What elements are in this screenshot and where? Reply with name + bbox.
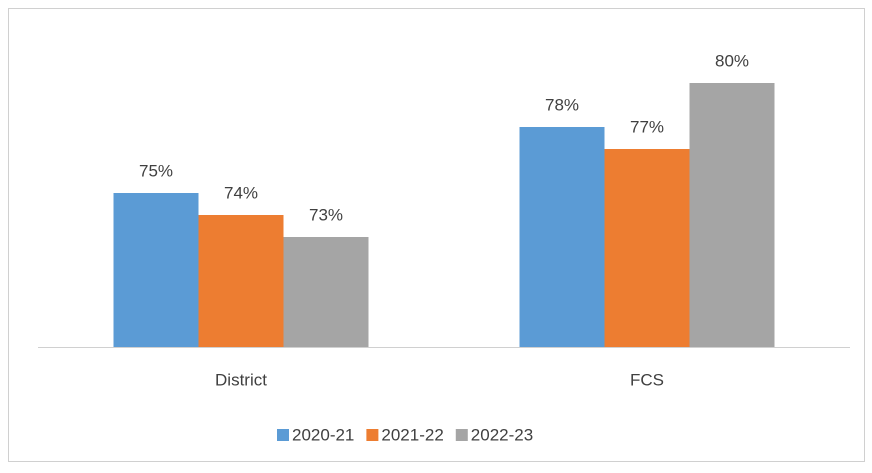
data-label: 77% — [630, 117, 664, 136]
data-label: 80% — [715, 51, 749, 70]
bar — [113, 193, 199, 347]
bar — [689, 83, 775, 347]
data-label: 75% — [139, 161, 173, 180]
data-label: 74% — [224, 183, 258, 202]
data-label: 78% — [545, 95, 579, 114]
x-tick-label: FCS — [630, 370, 664, 389]
bar — [198, 215, 284, 347]
data-label: 73% — [309, 205, 343, 224]
legend-swatch — [277, 429, 289, 441]
legend-swatch — [455, 429, 468, 441]
legend-label: 2021-22 — [381, 425, 443, 444]
legend-label: 2020-21 — [292, 425, 354, 444]
legend-swatch — [366, 429, 379, 441]
bar — [283, 237, 369, 347]
bar — [604, 149, 690, 347]
legend-label: 2022-23 — [471, 425, 533, 444]
x-tick-label: District — [215, 370, 267, 389]
bar — [519, 127, 605, 347]
